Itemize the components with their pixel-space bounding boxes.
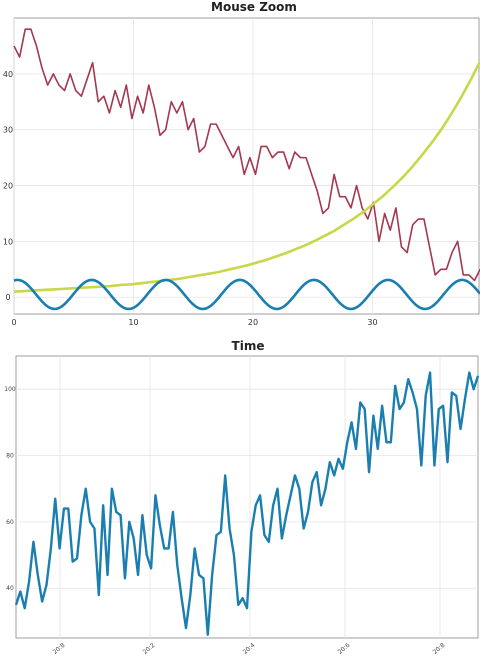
x-tick-label: 20:8 [52,642,67,656]
y-tick-label: 60 [6,519,14,526]
time-chart-panel[interactable]: Time 40 60 80 100 20:8 20:2 20:4 20:6 20:8 [0,334,480,656]
y-tick-label: 20 [3,182,13,191]
series-exponential-line [13,60,480,293]
series-sine-line [13,278,480,311]
series-red-line [13,28,480,282]
y-tick-label: 30 [3,126,13,135]
x-tick-label: 20:6 [337,642,352,656]
x-tick-label: 20:2 [142,642,157,656]
series-time-line [14,371,480,636]
y-tick-label: 0 [5,293,10,302]
x-tick-label: 10 [128,318,138,327]
chart-title: Mouse Zoom [211,0,297,14]
x-tick-label: 30 [367,318,377,327]
plot-area-frame [15,355,479,639]
mouse-zoom-chart-panel[interactable]: Mouse Zoom 0 10 20 30 40 0 10 20 30 [0,0,480,334]
time-chart[interactable]: Time 40 60 80 100 20:8 20:2 20:4 20:6 20:8 [0,334,480,656]
x-tick-label: 20 [248,318,258,327]
y-tick-label: 40 [6,585,14,592]
x-tick-label: 20:4 [242,642,257,656]
x-tick-label: 20:8 [432,642,447,656]
y-tick-label: 80 [6,453,14,460]
y-tick-label: 100 [4,386,16,393]
chart-title: Time [232,339,265,353]
mouse-zoom-chart[interactable]: Mouse Zoom 0 10 20 30 40 0 10 20 30 [0,0,480,334]
y-tick-label: 10 [3,237,13,246]
x-tick-label: 0 [11,318,16,327]
y-tick-label: 40 [3,70,13,79]
